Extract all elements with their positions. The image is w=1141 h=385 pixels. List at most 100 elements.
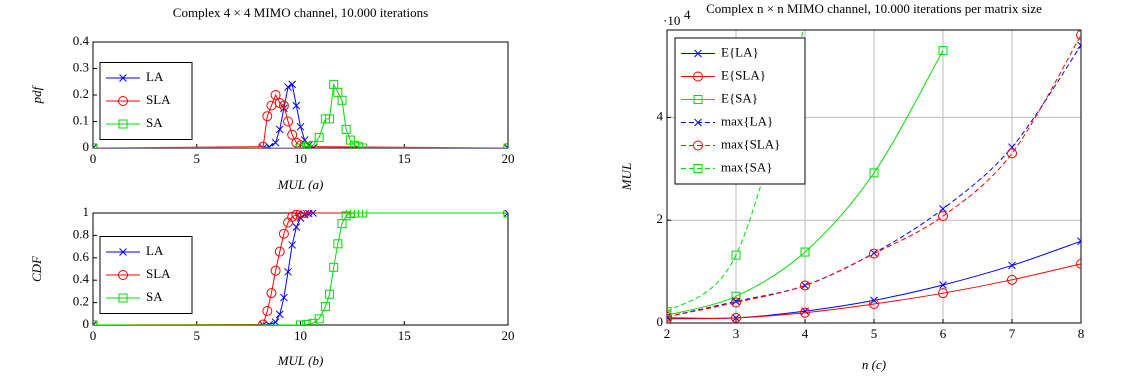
marker [1076,30,1081,41]
scale-label: 4 [684,7,691,22]
marker [296,320,305,325]
marker [259,321,268,325]
y-axis-label: CDF [29,255,44,282]
marker [278,100,289,111]
x-tick-label: 3 [733,326,740,341]
marker [731,250,741,260]
marker [258,141,269,148]
marker [274,246,285,257]
marker [271,138,280,147]
x-tick-label: 0 [90,328,97,343]
marker [292,223,301,231]
x-tick-label: 10 [294,328,307,343]
marker [284,83,292,91]
marker [1007,274,1017,285]
y-tick-label: 0.3 [73,59,89,74]
y-tick-label: 0.8 [73,226,89,241]
marker [258,319,269,325]
marker [280,104,288,113]
legend-label: LA [146,69,164,84]
marker [284,267,292,276]
marker [329,262,339,272]
y-tick-label: 2 [657,211,664,226]
marker [694,118,702,127]
marker [939,281,947,289]
marker [358,210,368,218]
x-tick-label: 7 [1009,326,1016,341]
marker [288,241,297,249]
marker [667,311,672,322]
marker [118,119,128,129]
marker [270,90,281,100]
marker [266,288,277,299]
legend-label: SLA [146,266,171,281]
x-tick-label: 10 [294,151,307,166]
marker [314,132,324,142]
marker [938,46,948,56]
x-tick-label: 0 [90,151,97,166]
marker [1077,41,1081,50]
x-tick-label: 5 [871,326,878,341]
marker [93,321,97,325]
y-axis-label: pdf [29,84,44,104]
chart-title: Complex 4 × 4 MIMO channel, 10.000 itera… [173,5,428,20]
plot-frame [666,29,1082,324]
marker [270,265,281,276]
x-tick-label: 20 [502,328,515,343]
scale-label: ·10 [663,13,680,28]
x-axis-label: MUL (a) [277,177,324,192]
legend-label: E{SA} [721,90,758,105]
y-tick-label: 0 [657,314,664,329]
marker [503,210,508,218]
marker [1077,237,1081,246]
marker [800,280,810,291]
series-line [667,263,1081,320]
legend-label: max{SA} [721,159,772,174]
marker [869,248,879,259]
marker [299,210,310,218]
y-tick-label: 0.2 [73,294,89,309]
marker [302,319,312,325]
marker [1008,261,1016,270]
marker [119,248,127,256]
marker [333,239,343,249]
marker [296,122,305,131]
y-tick-label: 0.2 [73,86,89,101]
marker [320,302,330,312]
marker [93,144,97,148]
marker [504,210,508,217]
marker [325,114,335,124]
y-tick-label: 0.4 [73,271,90,286]
marker [801,21,809,29]
series-line [93,212,508,325]
marker [1076,258,1081,269]
y-tick-label: 0.4 [73,33,90,48]
marker [302,142,312,148]
marker [693,164,703,173]
marker [354,142,364,148]
marker [731,297,741,308]
marker [358,143,368,148]
legend-frame [674,37,806,185]
y-tick-label: 4 [657,108,664,123]
marker [325,289,335,299]
marker [800,247,810,257]
y-tick-label: 0.1 [73,112,89,127]
x-tick-label: 5 [194,328,201,343]
marker [295,210,306,219]
marker [667,312,671,321]
marker [314,314,324,324]
legend-label: SA [146,115,163,130]
marker [262,111,273,122]
legend-label: E{SLA} [721,67,766,82]
marker [869,298,879,309]
marker [731,291,741,301]
marker [800,307,810,318]
marker [275,310,284,319]
y-tick-label: 0 [83,316,90,331]
series-line [667,45,1081,318]
marker [308,140,318,148]
marker [504,144,508,148]
series-line [667,50,944,316]
